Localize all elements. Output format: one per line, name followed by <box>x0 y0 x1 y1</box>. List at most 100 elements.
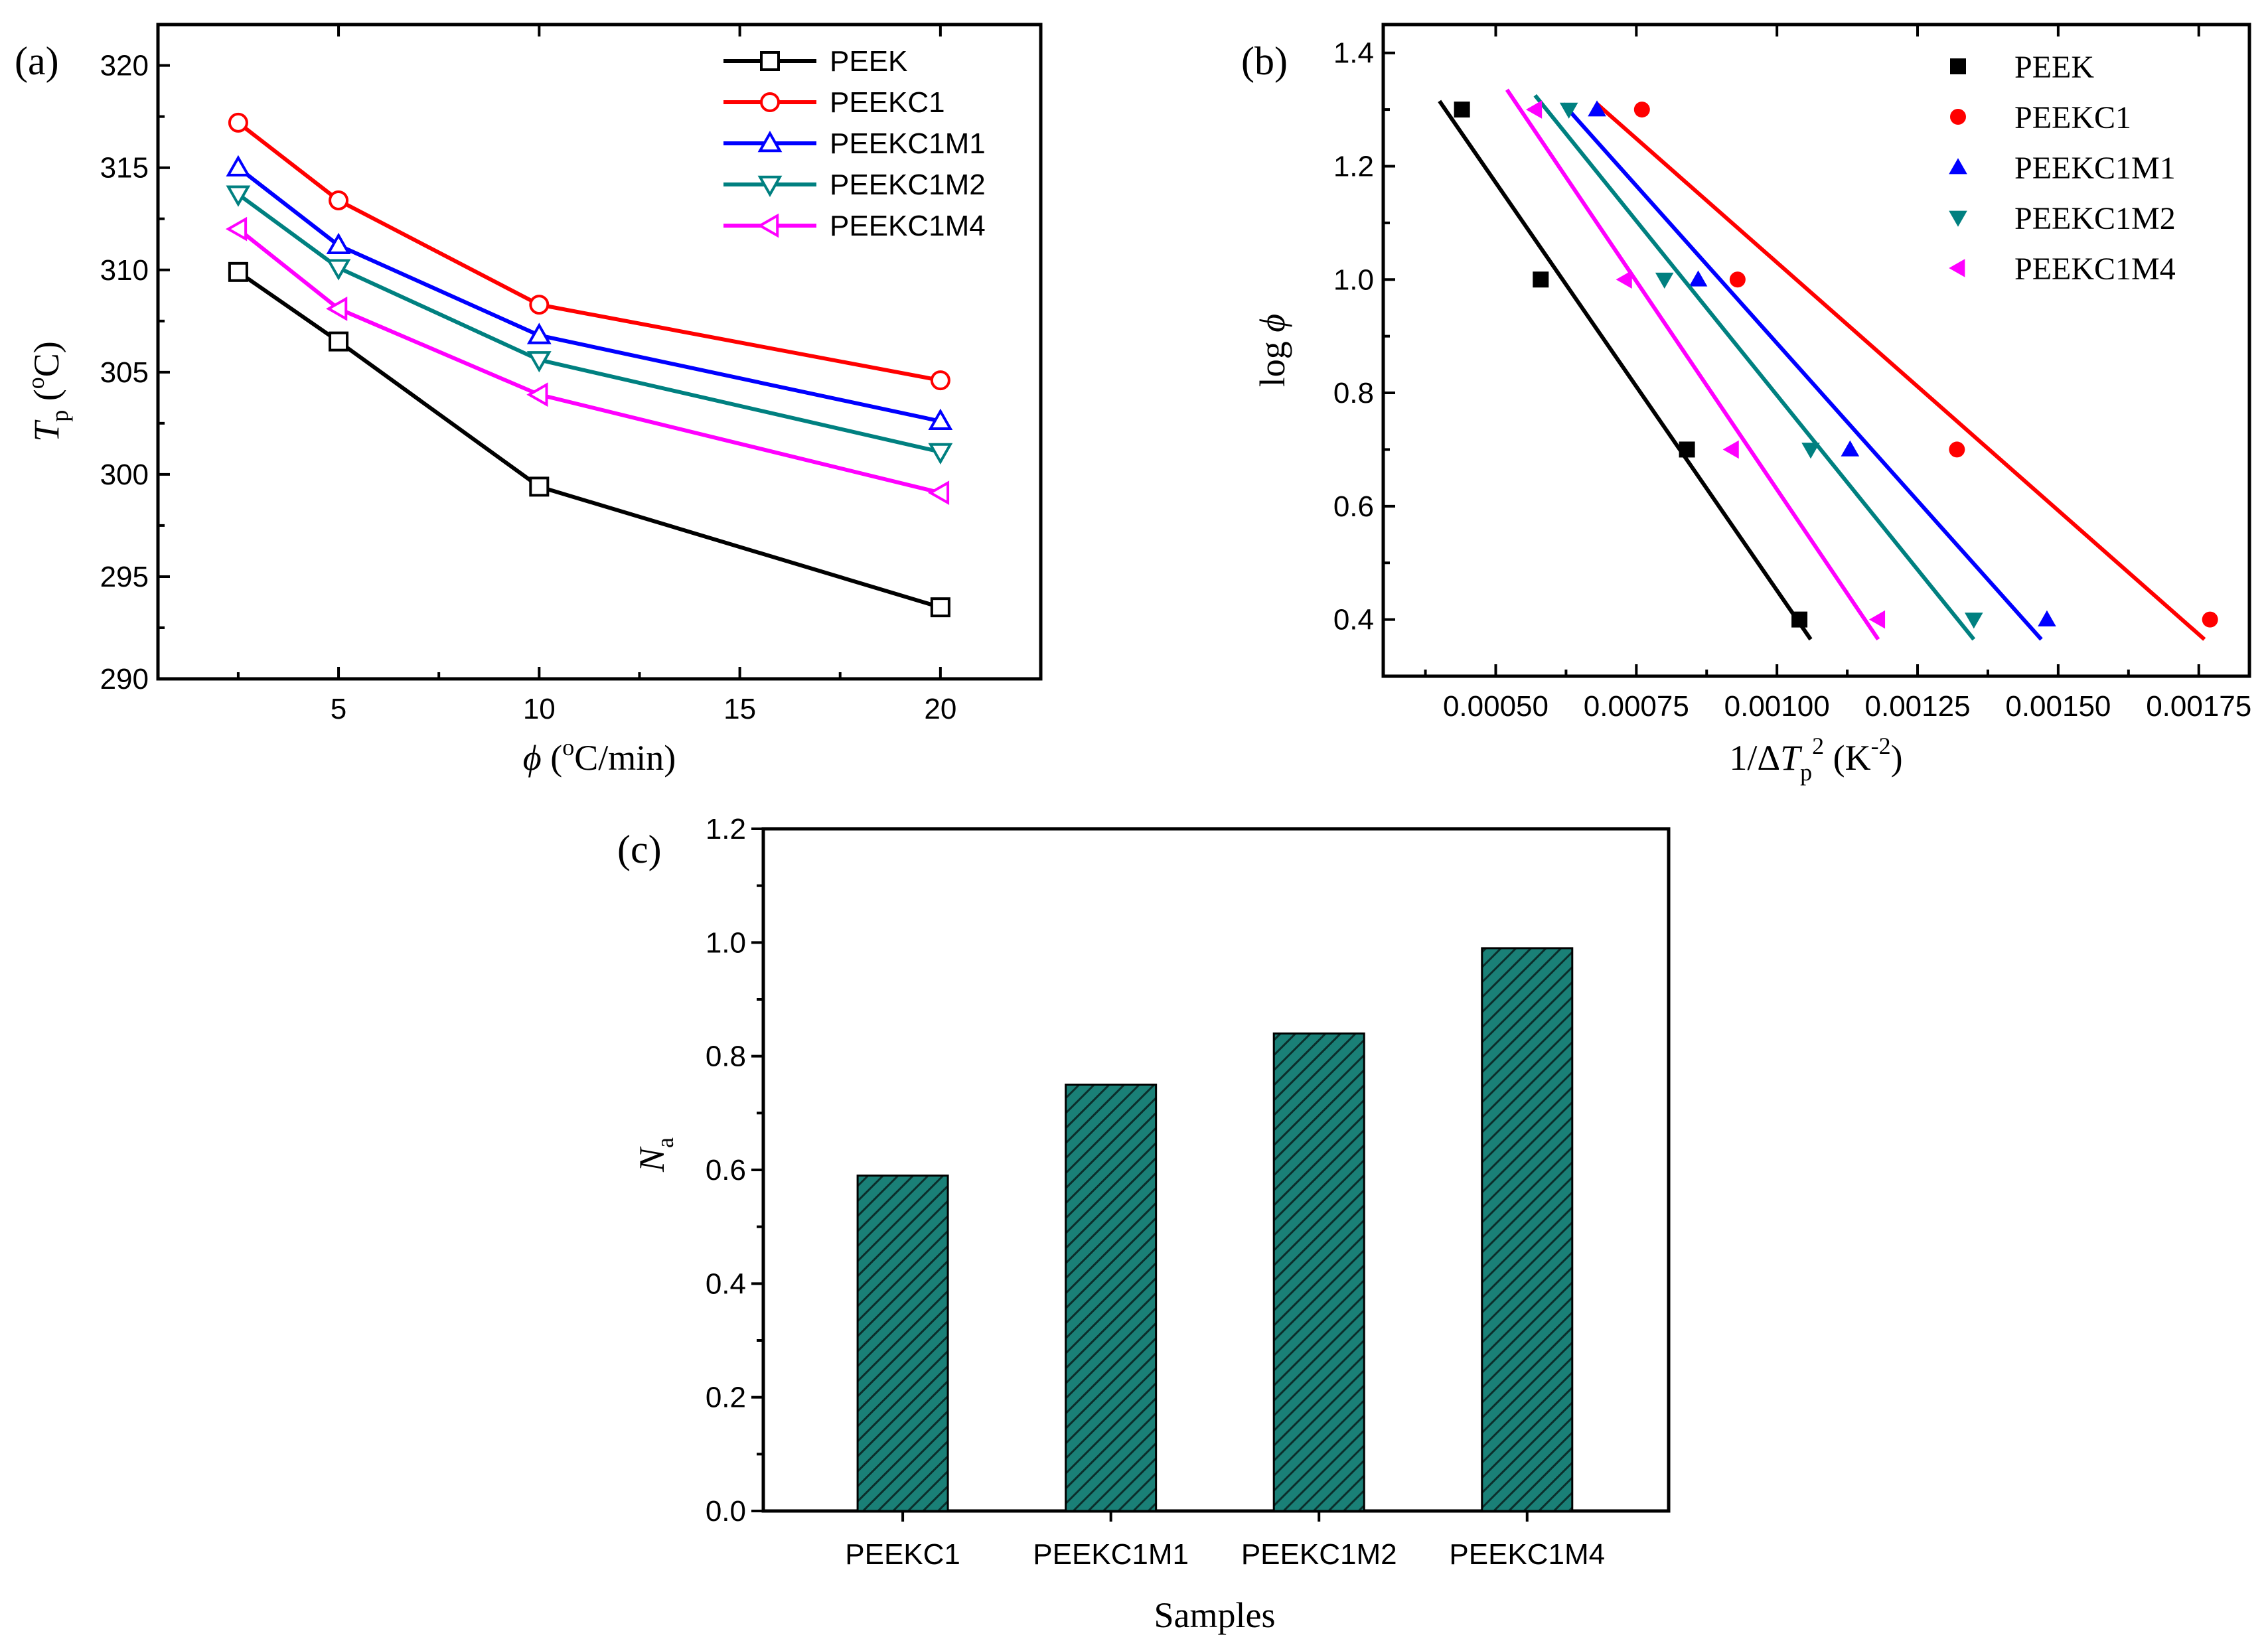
panel-b-x-tick-label: 0.00100 <box>1724 690 1830 723</box>
panel-b-series-peekc1m2 <box>1533 94 1983 641</box>
panel-b-legend-label: PEEKC1M4 <box>2014 251 2176 287</box>
panel-b-point-peekc1m2 <box>1801 443 1820 459</box>
panel-c-y-tick-label: 1.0 <box>706 926 746 959</box>
panel-a-x-tick-label: 15 <box>723 693 756 725</box>
panel-b-x-tick-label: 0.00150 <box>2005 690 2111 723</box>
panel-b-point-peek <box>1791 611 1808 628</box>
panel-b-plot-frame <box>1381 23 2251 678</box>
panel-b-series-peekc1m4 <box>1505 88 1886 641</box>
panel-c-x-tick-label: PEEKC1 <box>845 1538 960 1571</box>
panel-b-label: (b) <box>1241 39 1288 83</box>
panel-a-label: (a) <box>15 39 59 83</box>
panel-a-point-peekc1 <box>228 112 248 133</box>
panel-a-point-peekc1m4 <box>526 382 548 407</box>
panel-b-point-peekc1m1 <box>1689 270 1708 287</box>
panel-a-legend-marker <box>757 131 783 153</box>
panel-b-x-tick-label: 0.00075 <box>1584 690 1689 723</box>
panel-b-point-peekc1m1 <box>1588 100 1606 117</box>
panel-a-point-peek <box>228 261 248 282</box>
panel-b-series <box>1438 88 2218 641</box>
panel-c-bar-chart: (c) 0.0 0.2 0.4 0.6 0.8 1.0 1.2 PEEKC1 PEEKC1M1 P… <box>617 813 1671 1635</box>
panel-a-point-peekc1 <box>930 370 950 391</box>
panel-b-y-tick-label: 1.0 <box>1333 263 1374 296</box>
panel-c-y-axis-title: Na <box>632 1137 678 1173</box>
panel-b-point-peekc1m1 <box>1841 440 1860 457</box>
panel-a-legend-marker <box>760 92 780 112</box>
panel-b-point-peek <box>1533 271 1549 288</box>
panel-b-fit-line-peekc1 <box>1596 102 2206 641</box>
panel-c-x-tick-label: PEEKC1M1 <box>1033 1538 1189 1571</box>
panel-a-point-peekc1 <box>529 295 550 315</box>
panel-c-y-tick-label: 0.8 <box>706 1041 746 1073</box>
panel-c-x-tick-label: PEEKC1M4 <box>1449 1538 1605 1571</box>
panel-c-bar-peekc1 <box>856 1175 949 1512</box>
panel-a-line-peekc1 <box>237 121 941 383</box>
panel-a-y-tick-label: 290 <box>100 663 149 695</box>
panel-a-series <box>225 112 953 618</box>
panel-a-series-peekc1m4 <box>225 216 950 506</box>
panel-a-point-peek <box>329 331 349 352</box>
panel-b-point-peekc1m1 <box>2038 610 2056 626</box>
panel-a-point-peekc1m4 <box>326 296 348 321</box>
panel-a-series-peekc1 <box>228 112 950 391</box>
panel-a-legend-label: PEEKC1 <box>830 86 945 119</box>
panel-b-y-tick-label: 0.4 <box>1333 604 1374 636</box>
panel-a-legend-label: PEEKC1M4 <box>830 210 986 242</box>
panel-a-point-peekc1m2 <box>526 351 552 373</box>
panel-a-x-axis-title: ϕ (oC/min) <box>523 734 676 778</box>
panel-a-point-peek <box>529 476 550 497</box>
panel-a-y-tick-label: 300 <box>100 459 149 491</box>
panel-a-point-peekc1m1 <box>226 155 251 177</box>
panel-a-line-peekc1m2 <box>237 192 941 454</box>
panel-b-x-tick-label: 0.00125 <box>1865 690 1971 723</box>
panel-b-legend-marker <box>1950 109 1966 125</box>
panel-a-line-peekc1m4 <box>237 227 941 495</box>
panel-b-legend-label: PEEKC1M1 <box>2014 151 2176 186</box>
panel-a-series-peekc1m1 <box>226 155 953 430</box>
panel-b-legend-label: PEEK <box>2014 50 2094 85</box>
panel-c-x-tick-label: PEEKC1M2 <box>1241 1538 1397 1571</box>
panel-a-point-peekc1m1 <box>326 232 351 254</box>
panel-a-point-peekc1 <box>329 190 349 210</box>
panel-c-bar-peekc1m4 <box>1481 947 1574 1512</box>
panel-c-bar-peekc1m1 <box>1065 1084 1158 1512</box>
panel-b-x-tick-label: 0.00175 <box>2146 690 2251 723</box>
panel-a-legend-marker <box>757 175 783 197</box>
panel-b-x-tick-label: 0.00050 <box>1443 690 1549 723</box>
panel-b-legend-marker <box>1949 210 1967 227</box>
panel-b-point-peekc1m4 <box>1868 610 1886 629</box>
svg-text:1/ΔTp2 (K-2): 1/ΔTp2 (K-2) <box>1729 733 1902 786</box>
panel-c-label: (c) <box>617 827 662 871</box>
panel-a-y-axis-title: Tp (oC) <box>23 341 73 442</box>
panel-a-legend-marker <box>760 51 780 71</box>
panel-b-fit-line-peekc1m1 <box>1561 102 2043 641</box>
panel-b-point-peek <box>1679 441 1695 458</box>
panel-b-y-tick-label: 1.2 <box>1333 150 1374 182</box>
panel-a-y-tick-label: 315 <box>100 152 149 184</box>
panel-b-legend-label: PEEKC1 <box>2014 100 2131 135</box>
panel-b-point-peekc1 <box>1729 271 1746 288</box>
panel-b-series-peekc1 <box>1596 102 2218 641</box>
panel-b-legend: PEEK PEEKC1 PEEKC1M1 PEEKC1M2 PEEKC1M4 <box>1949 50 2176 287</box>
panel-b-y-tick-label: 0.8 <box>1333 377 1374 409</box>
panel-a-y-tick-label: 310 <box>100 254 149 287</box>
panel-b-y-tick-label: 0.6 <box>1333 490 1374 523</box>
panel-a-point-peekc1m4 <box>225 216 248 242</box>
panel-a-axes: 5 10 15 20 290 295 300 305 310 315 320 <box>100 25 956 725</box>
panel-a-legend-label: PEEKC1M2 <box>830 169 986 201</box>
panel-a-legend-label: PEEKC1M1 <box>830 127 986 160</box>
panel-a-y-tick-label: 305 <box>100 356 149 389</box>
panel-c-y-tick-label: 0.4 <box>706 1267 746 1300</box>
panel-b-x-axis-title: 1/ΔTp2 (K-2) <box>1729 733 1902 786</box>
panel-b-legend-marker <box>1950 58 1966 74</box>
panel-c-x-axis-title: Samples <box>1154 1595 1276 1635</box>
panel-c-y-tick-label: 0.0 <box>706 1495 746 1528</box>
panel-a-line-peek <box>237 270 941 610</box>
svg-text:ϕ (oC/min): ϕ (oC/min) <box>523 734 676 778</box>
panel-a-point-peekc1m2 <box>326 259 351 281</box>
panel-a-point-peekc1m1 <box>526 323 552 344</box>
panel-c-bars <box>856 947 1574 1512</box>
panel-b-point-peek <box>1454 102 1470 118</box>
